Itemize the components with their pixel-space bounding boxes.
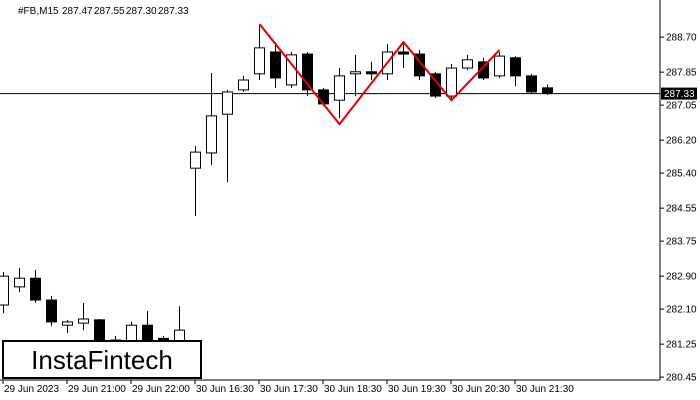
y-tick-label: 287.85 bbox=[666, 68, 697, 79]
candle-body bbox=[0, 275, 9, 306]
candle-body bbox=[14, 277, 25, 288]
candle-body bbox=[222, 91, 233, 115]
y-tick-label: 282.10 bbox=[666, 305, 697, 316]
x-tick-label: 30 Jun 17:30 bbox=[260, 384, 318, 395]
candle-body bbox=[46, 299, 57, 323]
y-tick-label: 283.75 bbox=[666, 237, 697, 248]
candle-body bbox=[78, 318, 89, 324]
candle-body bbox=[318, 89, 329, 105]
candle-body bbox=[254, 47, 265, 75]
candle-body bbox=[270, 51, 281, 79]
y-tick-label: 284.55 bbox=[666, 204, 697, 215]
y-tick-label: 286.20 bbox=[666, 136, 697, 147]
y-tick-label: 282.90 bbox=[666, 272, 697, 283]
candle-body bbox=[142, 324, 153, 341]
x-tick-label: 30 Jun 20:30 bbox=[452, 384, 510, 395]
candle-body bbox=[494, 55, 505, 77]
header-value: 287.47 bbox=[62, 6, 93, 17]
logo-box bbox=[2, 340, 202, 379]
x-tick-label: 29 Jun 22:00 bbox=[132, 384, 190, 395]
candle-body bbox=[62, 321, 73, 326]
header-value: 287.33 bbox=[158, 6, 189, 17]
candle-body bbox=[206, 115, 217, 154]
x-tick-label: 30 Jun 18:30 bbox=[324, 384, 382, 395]
x-tick-label: 30 Jun 21:30 bbox=[516, 384, 574, 395]
candle-body bbox=[302, 53, 313, 91]
candle-body bbox=[462, 59, 473, 69]
logo-text: InstaFintech bbox=[31, 345, 173, 375]
candle-body bbox=[334, 75, 345, 101]
y-tick-label: 280.45 bbox=[666, 373, 697, 384]
candle-body bbox=[430, 73, 441, 97]
candle-body bbox=[526, 75, 537, 93]
candle-body bbox=[158, 337, 169, 341]
candle-body bbox=[414, 53, 425, 77]
current-price-label: 287.33 bbox=[664, 89, 695, 100]
candle-body bbox=[478, 61, 489, 79]
candle-body bbox=[446, 67, 457, 97]
candle-body bbox=[542, 87, 553, 95]
y-tick-label: 288.70 bbox=[666, 33, 697, 44]
header-value: 287.55 bbox=[94, 6, 125, 17]
y-tick-label: 287.05 bbox=[666, 101, 697, 112]
x-tick-label: 30 Jun 19:30 bbox=[388, 384, 446, 395]
symbol: #FB,M15 bbox=[18, 6, 59, 17]
x-tick-label: 29 Jun 21:00 bbox=[68, 384, 126, 395]
x-tick-label: 30 Jun 16:30 bbox=[196, 384, 254, 395]
candle-body bbox=[94, 319, 105, 343]
pattern-line bbox=[258, 23, 501, 126]
candle-body bbox=[350, 71, 361, 75]
candle-body bbox=[366, 71, 377, 75]
candle-body bbox=[398, 51, 409, 55]
candle-body bbox=[30, 277, 41, 301]
candle-body bbox=[190, 151, 201, 169]
header-value: 287.30 bbox=[126, 6, 157, 17]
x-tick-label: 29 Jun 2023 bbox=[4, 384, 59, 395]
y-tick-label: 285.40 bbox=[666, 169, 697, 180]
y-tick-label: 281.25 bbox=[666, 340, 697, 351]
candle-body bbox=[238, 79, 249, 91]
candle-body bbox=[510, 57, 521, 77]
current-price-box bbox=[661, 87, 697, 100]
